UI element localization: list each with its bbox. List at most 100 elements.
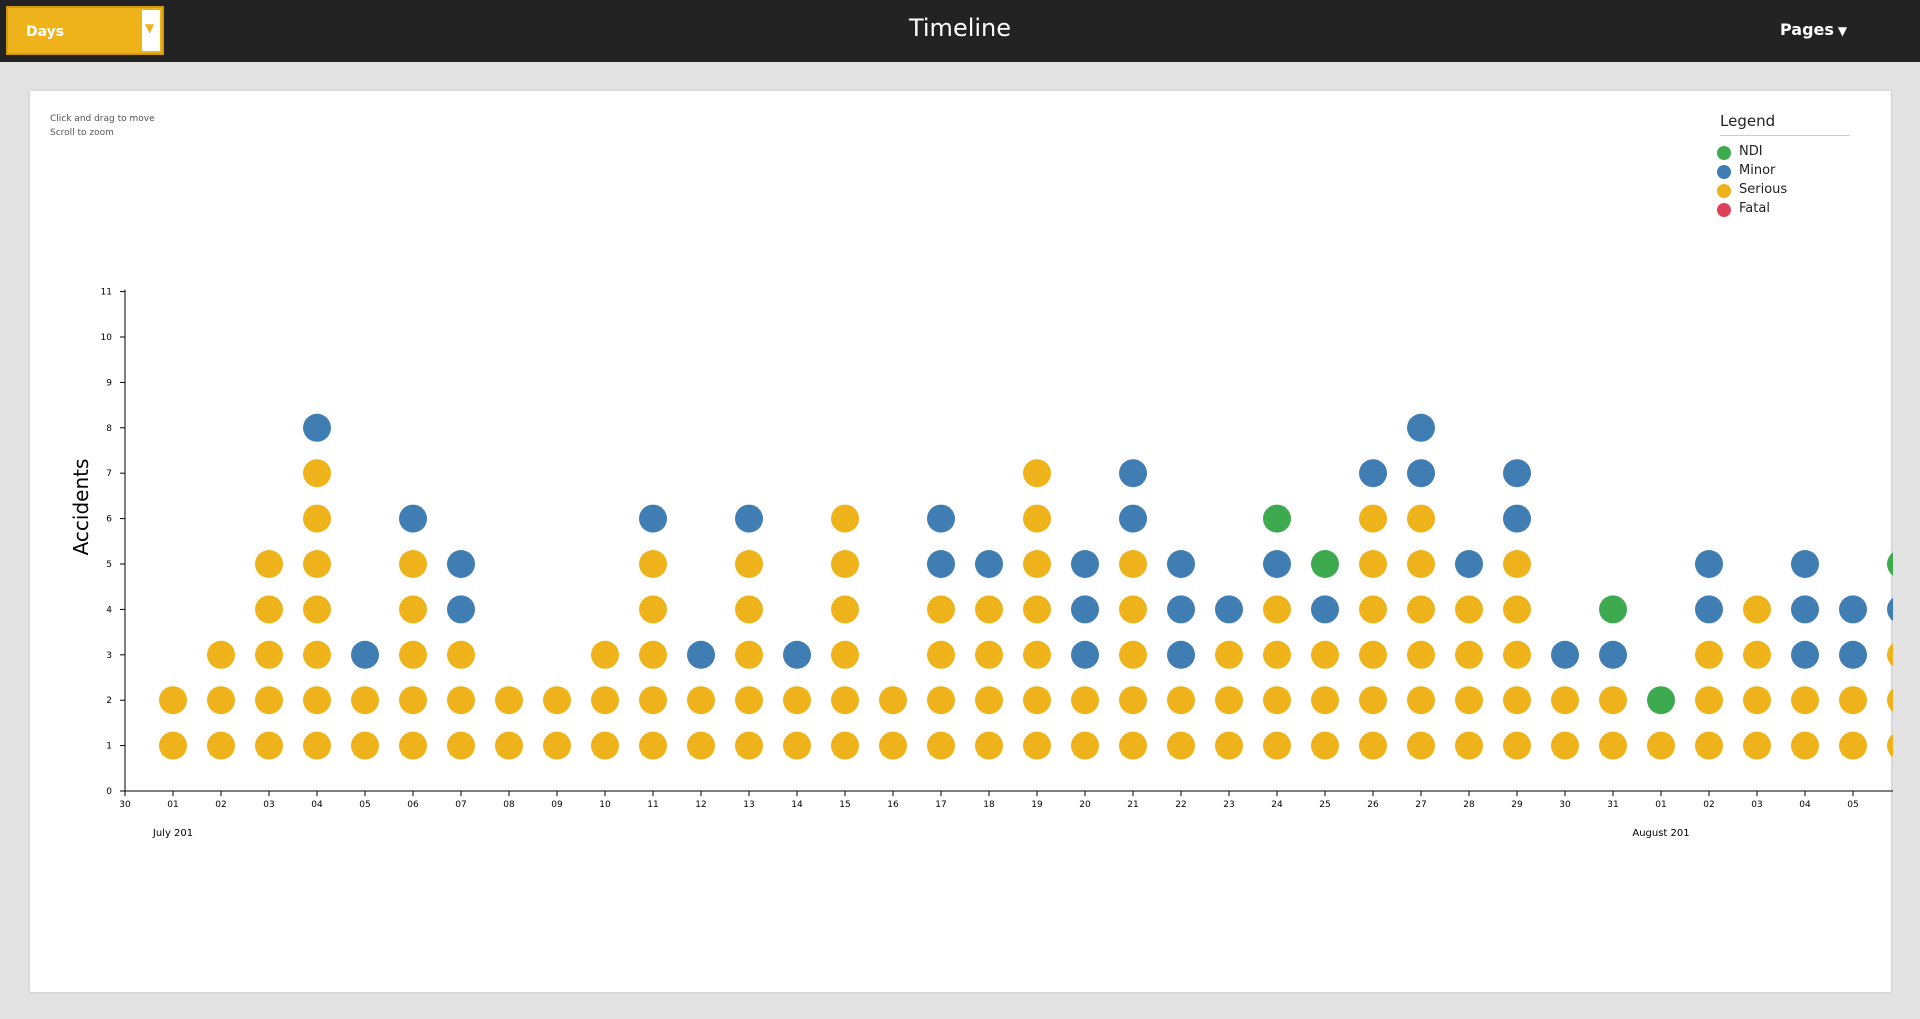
- x-tick-label: 04: [1799, 800, 1811, 810]
- accident-dot: [1407, 459, 1435, 488]
- accident-dot: [1887, 688, 1893, 712]
- x-tick-label: 25: [1319, 800, 1330, 810]
- accident-dot: [1887, 552, 1893, 576]
- accident-dot: [735, 595, 763, 624]
- accident-dot: [879, 686, 907, 715]
- y-tick-label: 3: [106, 651, 112, 661]
- x-tick-label: 13: [743, 800, 754, 810]
- chart-panel[interactable]: [30, 91, 1891, 992]
- accident-dot: [735, 731, 763, 760]
- accident-dot: [1503, 459, 1531, 488]
- accident-dot: [159, 686, 187, 715]
- x-tick-label: 21: [1127, 800, 1138, 810]
- accident-dot: [1023, 595, 1051, 624]
- accident-dot: [1119, 595, 1147, 624]
- legend-swatch: [1717, 184, 1731, 198]
- accident-dot: [1359, 640, 1387, 669]
- accident-dot: [927, 731, 955, 760]
- accident-dot: [399, 550, 427, 578]
- accident-dot: [639, 640, 667, 669]
- pages-menu[interactable]: Pages ▼: [1780, 20, 1847, 39]
- accident-dot: [1119, 686, 1147, 715]
- x-tick-label: 04: [311, 800, 323, 810]
- accident-dot: [1695, 595, 1723, 624]
- accident-dot: [975, 686, 1003, 715]
- accident-dot: [1407, 686, 1435, 715]
- accident-dot: [975, 550, 1003, 578]
- accident-dot: [1503, 550, 1531, 578]
- accident-dot: [1119, 731, 1147, 760]
- x-tick-label: 14: [791, 800, 803, 810]
- legend-divider: [1720, 135, 1850, 136]
- accident-dot: [1551, 640, 1579, 669]
- accident-dot: [831, 686, 859, 715]
- accident-dot: [1647, 686, 1675, 715]
- accident-dot: [1263, 686, 1291, 715]
- accident-dot: [495, 731, 523, 760]
- accident-dot: [831, 595, 859, 624]
- accident-dot: [1311, 731, 1339, 760]
- accident-dot: [1407, 550, 1435, 578]
- view-select-value: Days: [26, 24, 65, 40]
- x-tick-label: 02: [215, 800, 226, 810]
- accident-dot: [303, 595, 331, 624]
- accident-dot: [783, 686, 811, 715]
- accident-dot: [399, 686, 427, 715]
- x-tick-label: 03: [1751, 800, 1762, 810]
- accident-dot: [1167, 550, 1195, 578]
- accident-dot: [447, 686, 475, 715]
- accident-dot: [207, 640, 235, 669]
- accident-dot: [687, 686, 715, 715]
- x-tick-label: 30: [119, 800, 131, 810]
- accident-dot: [399, 595, 427, 624]
- accident-dot: [1119, 550, 1147, 578]
- x-tick-label: 29: [1511, 800, 1523, 810]
- accident-dot: [255, 640, 283, 669]
- accident-dot: [1503, 686, 1531, 715]
- x-tick-label: 19: [1031, 800, 1043, 810]
- y-tick-label: 2: [106, 696, 112, 706]
- y-tick-label: 7: [106, 469, 112, 479]
- accident-dot: [1359, 459, 1387, 488]
- accident-dot: [447, 640, 475, 669]
- x-tick-label: 08: [503, 800, 515, 810]
- accident-dot: [783, 731, 811, 760]
- accident-dot: [1599, 731, 1627, 760]
- accident-dot: [1119, 459, 1147, 488]
- x-tick-label: 10: [599, 800, 611, 810]
- accident-dot: [1167, 595, 1195, 624]
- accident-dot: [1071, 686, 1099, 715]
- accident-dot: [1503, 595, 1531, 624]
- accident-dot: [1311, 550, 1339, 578]
- accident-dot: [1839, 686, 1867, 715]
- accident-dot: [1359, 504, 1387, 533]
- accident-dot: [303, 550, 331, 578]
- accident-dot: [399, 640, 427, 669]
- accident-dot: [1695, 731, 1723, 760]
- y-tick-label: 11: [101, 288, 112, 298]
- accident-dot: [639, 595, 667, 624]
- accident-dot: [879, 731, 907, 760]
- accident-dot: [255, 731, 283, 760]
- x-tick-label: 20: [1079, 800, 1091, 810]
- y-tick-label: 1: [106, 742, 112, 752]
- hint-zoom: Scroll to zoom: [50, 128, 114, 138]
- accident-dot: [1167, 686, 1195, 715]
- accident-dot: [1407, 731, 1435, 760]
- y-tick-label: 6: [106, 515, 112, 525]
- view-select[interactable]: Days ▼: [6, 6, 164, 55]
- accident-dot: [1023, 504, 1051, 533]
- accident-dot: [1263, 595, 1291, 624]
- select-arrow-button[interactable]: ▼: [142, 10, 160, 51]
- month-label: August 201: [1632, 828, 1689, 839]
- accident-dot: [1839, 595, 1867, 624]
- accident-dot: [1407, 504, 1435, 533]
- accident-dot: [1071, 640, 1099, 669]
- accident-dot: [543, 686, 571, 715]
- accident-dot: [1455, 686, 1483, 715]
- accident-dot: [1263, 640, 1291, 669]
- x-tick-label: 12: [695, 800, 706, 810]
- x-tick-label: 17: [935, 800, 946, 810]
- accident-dot: [1887, 597, 1893, 621]
